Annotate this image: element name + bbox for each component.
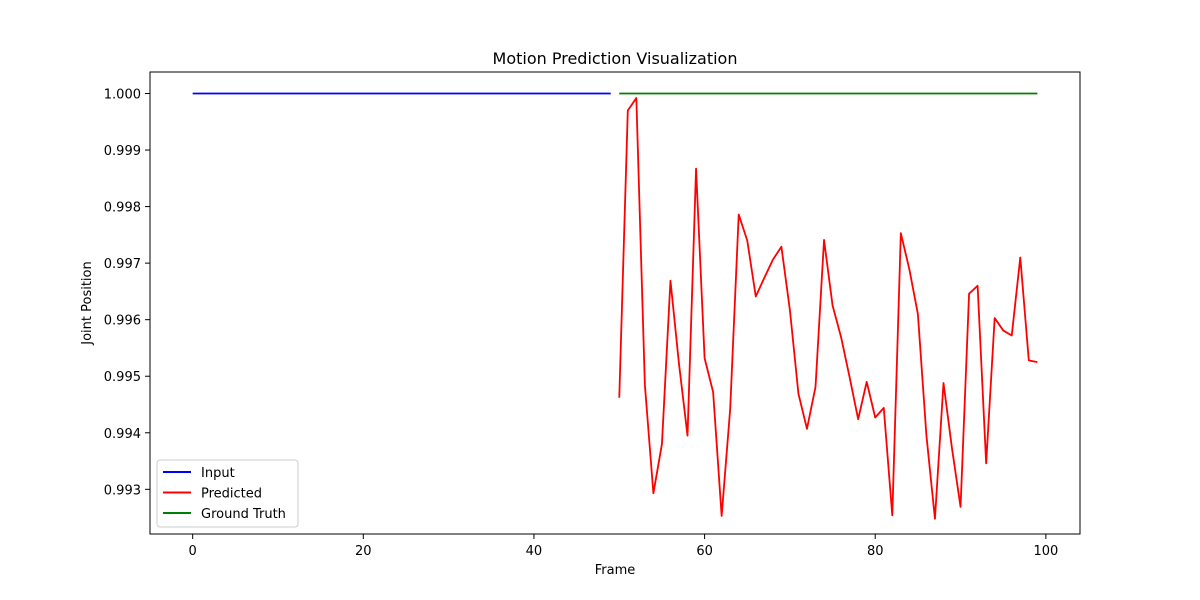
legend-label: Input	[201, 466, 235, 481]
y-tick-label: 0.993	[104, 483, 141, 498]
y-tick-label: 0.997	[104, 257, 141, 272]
y-tick-label: 1.000	[104, 87, 141, 102]
y-tick-label: 0.996	[104, 314, 141, 329]
x-tick-label: 0	[189, 544, 197, 559]
y-tick-label: 0.998	[104, 201, 141, 216]
axes-layer: 0 20 40 60 80 100 0.993 0.994 0.995 0.996 0.997 0.9…	[104, 71, 1081, 559]
series-line-predicted	[618, 97, 1038, 520]
y-axis-label: Joint Position	[80, 261, 95, 345]
y-tick-label: 0.999	[104, 144, 141, 159]
series-layer	[192, 92, 1038, 520]
x-tick-label: 40	[526, 544, 543, 559]
x-tick-label: 20	[355, 544, 372, 559]
y-tick-label: 0.994	[104, 427, 141, 442]
legend: Input Predicted Ground Truth	[156, 459, 299, 528]
legend-box	[156, 459, 299, 528]
x-tick-label: 60	[696, 544, 713, 559]
x-tick-label: 100	[1033, 544, 1058, 559]
legend-label: Predicted	[201, 487, 262, 502]
x-axis-label: Frame	[595, 563, 636, 578]
y-tick-label: 0.995	[104, 370, 141, 385]
x-tick-label: 80	[867, 544, 884, 559]
plot-frame	[149, 71, 1081, 535]
legend-label: Ground Truth	[201, 507, 286, 522]
chart-title: Motion Prediction Visualization	[493, 49, 738, 68]
